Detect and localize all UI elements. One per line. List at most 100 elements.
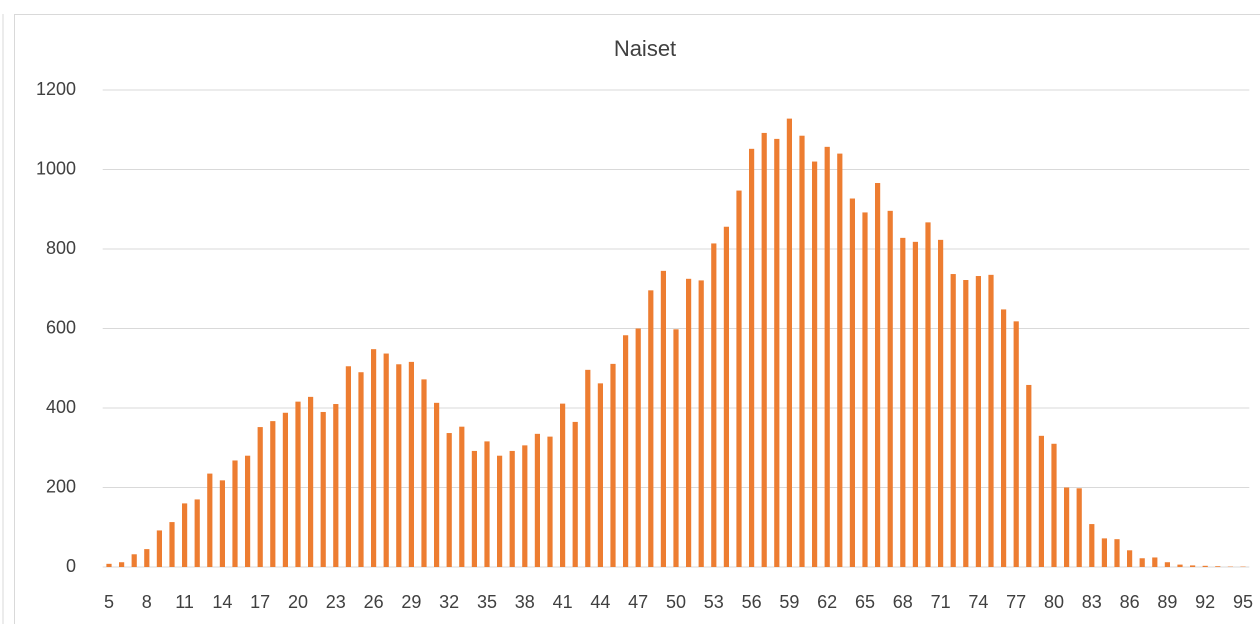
bar — [258, 427, 263, 567]
bar — [447, 433, 452, 567]
bar — [623, 335, 628, 567]
x-tick-label: 14 — [212, 592, 232, 612]
bar — [421, 379, 426, 567]
bar — [812, 162, 817, 567]
bar — [232, 460, 237, 567]
x-tick-label: 62 — [817, 592, 837, 612]
bar — [207, 474, 212, 567]
bar — [220, 480, 225, 567]
bar — [321, 412, 326, 567]
x-tick-label: 11 — [175, 592, 194, 612]
x-tick-label: 59 — [779, 592, 799, 612]
bar — [976, 276, 981, 567]
bar — [283, 413, 288, 567]
bar — [888, 211, 893, 567]
bar — [119, 562, 124, 567]
bar — [169, 522, 174, 567]
bar — [913, 242, 918, 567]
x-tick-label: 95 — [1233, 592, 1253, 612]
bar — [409, 362, 414, 567]
bar — [724, 227, 729, 567]
x-tick-label: 41 — [553, 592, 573, 612]
x-tick-label: 44 — [590, 592, 610, 612]
bar — [144, 549, 149, 567]
x-tick-label: 80 — [1044, 592, 1064, 612]
bar — [484, 441, 489, 567]
bar — [1215, 566, 1220, 567]
bar — [951, 274, 956, 567]
x-tick-label: 92 — [1195, 592, 1215, 612]
y-tick-label: 1200 — [36, 79, 76, 99]
bar — [106, 564, 111, 567]
bar — [1064, 488, 1069, 568]
bar — [384, 354, 389, 567]
bar — [472, 451, 477, 567]
bar — [673, 329, 678, 567]
bar — [774, 139, 779, 567]
bar — [1089, 524, 1094, 567]
x-tick-label: 23 — [326, 592, 346, 612]
x-tick-label: 26 — [364, 592, 384, 612]
bar — [749, 149, 754, 567]
bar — [510, 451, 515, 567]
bar — [434, 403, 439, 567]
x-tick-label: 53 — [704, 592, 724, 612]
x-tick-label: 38 — [515, 592, 535, 612]
bar — [762, 133, 767, 567]
bar — [699, 280, 704, 567]
y-tick-label: 400 — [46, 397, 76, 417]
bar — [535, 434, 540, 567]
bar — [837, 154, 842, 567]
bar — [736, 191, 741, 567]
bar — [1077, 488, 1082, 567]
x-tick-label: 74 — [968, 592, 988, 612]
bar — [459, 427, 464, 567]
bar — [1177, 565, 1182, 567]
x-tick-label: 29 — [401, 592, 421, 612]
bar — [1039, 436, 1044, 567]
bar — [988, 275, 993, 567]
y-tick-label: 0 — [66, 556, 76, 576]
x-tick-label: 68 — [893, 592, 913, 612]
bar — [1102, 538, 1107, 567]
x-tick-label: 32 — [439, 592, 459, 612]
bar — [1014, 321, 1019, 567]
bar — [333, 404, 338, 567]
bar — [598, 383, 603, 567]
bar — [157, 530, 162, 567]
x-tick-label: 65 — [855, 592, 875, 612]
x-tick-label: 20 — [288, 592, 308, 612]
x-tick-label: 5 — [104, 592, 114, 612]
y-tick-label: 600 — [46, 317, 76, 337]
bar — [1190, 565, 1195, 567]
bar — [1001, 309, 1006, 567]
bar — [610, 364, 615, 567]
chart-title: Naiset — [614, 36, 676, 61]
bar — [195, 499, 200, 567]
x-tick-label: 71 — [931, 592, 951, 612]
bar — [661, 271, 666, 567]
bar — [1203, 566, 1208, 567]
bar — [711, 243, 716, 567]
bar — [825, 147, 830, 567]
x-tick-label: 89 — [1157, 592, 1177, 612]
x-tick-label: 47 — [628, 592, 648, 612]
bar — [573, 422, 578, 567]
bar — [1165, 562, 1170, 567]
bar — [1026, 385, 1031, 567]
x-tick-label: 56 — [742, 592, 762, 612]
x-tick-label: 17 — [250, 592, 270, 612]
x-tick-label: 83 — [1082, 592, 1102, 612]
y-tick-label: 800 — [46, 238, 76, 258]
bar — [938, 240, 943, 567]
bar — [522, 445, 527, 567]
bar — [560, 404, 565, 567]
bar — [1152, 557, 1157, 567]
bar — [963, 280, 968, 567]
bar — [862, 212, 867, 567]
bar — [358, 372, 363, 567]
bar — [1114, 539, 1119, 567]
bar — [787, 119, 792, 567]
